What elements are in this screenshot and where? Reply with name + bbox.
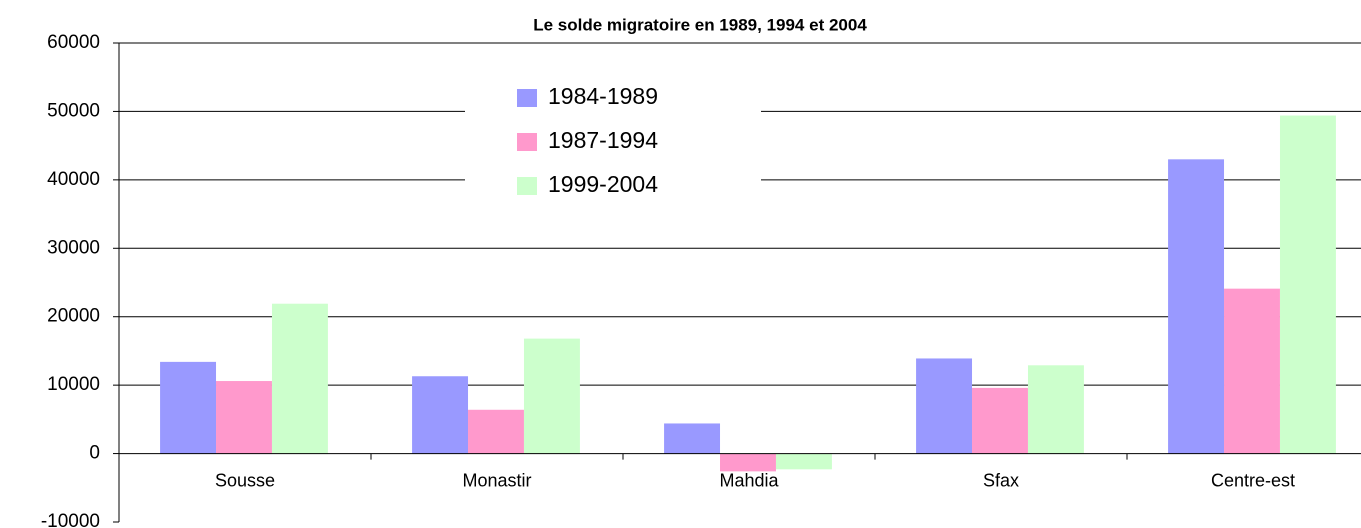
legend-swatch <box>517 177 537 195</box>
legend-box <box>465 84 761 210</box>
bar <box>1224 288 1280 454</box>
legend-label: 1984-1989 <box>548 83 658 109</box>
bar <box>720 453 776 472</box>
bar <box>468 409 524 454</box>
bar <box>1279 115 1336 454</box>
legend-label: 1987-1994 <box>548 127 658 153</box>
y-tick-label: 20000 <box>47 306 100 327</box>
legend-label: 1999-2004 <box>548 171 658 197</box>
x-tick-label: Mahdia <box>719 470 779 490</box>
y-tick-label: 40000 <box>47 169 100 190</box>
bar <box>523 338 580 454</box>
bar <box>271 303 328 454</box>
bar <box>1027 365 1084 454</box>
y-tick-label: 10000 <box>47 374 100 395</box>
bar <box>775 453 832 470</box>
y-tick-label: 60000 <box>47 32 100 53</box>
bar <box>972 387 1028 454</box>
bar <box>916 358 973 454</box>
bar <box>160 361 217 454</box>
y-tick-label: 0 <box>89 443 100 464</box>
y-tick-label: 30000 <box>47 237 100 258</box>
x-tick-label: Sfax <box>983 470 1019 490</box>
bar <box>216 381 272 454</box>
bar <box>664 423 721 454</box>
legend-swatch <box>517 133 537 151</box>
x-tick-label: Sousse <box>215 470 275 490</box>
chart-title: Le solde migratoire en 1989, 1994 et 200… <box>533 15 867 34</box>
x-tick-label: Centre-est <box>1211 470 1295 490</box>
legend-swatch <box>517 89 537 107</box>
y-tick-label: 50000 <box>47 100 100 121</box>
bar <box>412 376 469 454</box>
x-tick-label: Monastir <box>462 470 531 490</box>
bar <box>1168 159 1225 454</box>
y-tick-label: -10000 <box>41 511 100 528</box>
